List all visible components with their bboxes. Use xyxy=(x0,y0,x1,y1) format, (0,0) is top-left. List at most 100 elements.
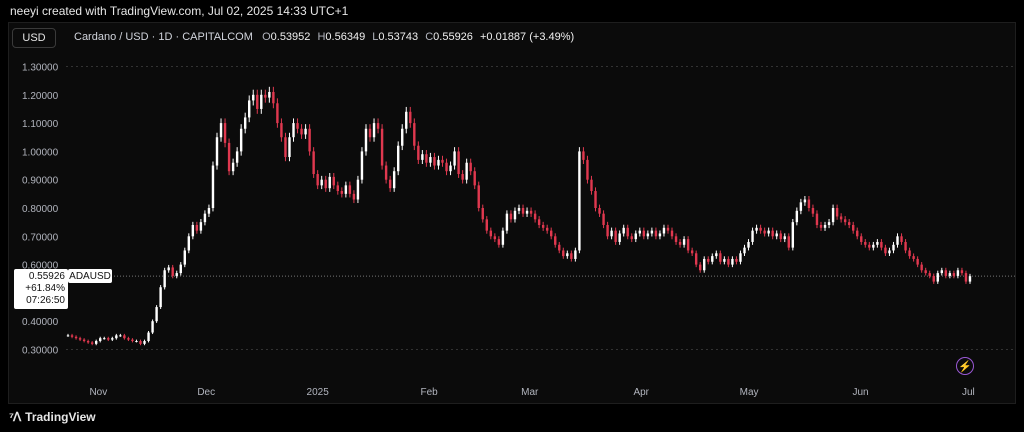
candle-body xyxy=(127,338,130,340)
candle-body xyxy=(103,338,106,340)
candle-body xyxy=(570,253,573,259)
change-value: +0.01887 (+3.49%) xyxy=(479,31,575,43)
candle-body xyxy=(642,230,646,237)
candle-body xyxy=(807,199,811,208)
candle-body xyxy=(107,338,110,340)
candle-body xyxy=(815,213,819,225)
candle-body xyxy=(276,103,279,124)
candle-body xyxy=(429,157,432,163)
candle-body xyxy=(252,94,255,101)
high-label: H xyxy=(317,31,326,43)
candle-body xyxy=(364,128,368,152)
candle-body xyxy=(533,213,537,220)
candle-body xyxy=(159,287,162,308)
high-value: 0.56349 xyxy=(325,31,366,43)
candle-body xyxy=(441,159,444,163)
candle-body xyxy=(574,250,577,259)
candle-body xyxy=(711,256,714,262)
candle-body xyxy=(425,154,428,163)
candle-body xyxy=(872,244,875,248)
candle-body xyxy=(783,236,786,240)
tradingview-logo-icon: ⁷ᐱ xyxy=(9,410,21,424)
candle-body xyxy=(896,236,899,245)
candle-body xyxy=(948,273,952,276)
candle-body xyxy=(626,227,629,237)
candle-body xyxy=(82,339,86,342)
tradingview-brand[interactable]: ⁷ᐱ TradingView xyxy=(9,410,96,424)
candle-body xyxy=(489,230,493,237)
candle-body xyxy=(719,253,722,262)
close-value: 0.55926 xyxy=(433,31,473,43)
candle-body xyxy=(437,159,440,166)
candle-body xyxy=(380,128,384,166)
candle-body xyxy=(847,222,851,225)
x-tick-label: May xyxy=(740,387,759,398)
candle-body xyxy=(509,213,513,220)
candle-body xyxy=(694,253,698,265)
candle-body xyxy=(916,258,919,265)
candle-body xyxy=(223,123,227,143)
candle-body xyxy=(135,341,138,343)
candle-body xyxy=(517,208,521,211)
candle-body xyxy=(779,233,782,240)
x-tick-label: Nov xyxy=(89,387,107,398)
candle-body xyxy=(924,270,927,274)
candle-body xyxy=(449,165,452,172)
candle-body xyxy=(529,210,533,214)
bar-countdown: 07:26:50 xyxy=(26,295,65,306)
candle-body xyxy=(727,258,730,265)
currency-button[interactable]: USD xyxy=(12,28,56,48)
candle-body xyxy=(388,179,392,189)
x-tick-label: 2025 xyxy=(307,387,330,398)
candle-body xyxy=(348,185,352,194)
candle-body xyxy=(191,224,195,237)
low-label: L xyxy=(372,31,379,43)
low-value: 0.53743 xyxy=(378,31,419,43)
lightning-icon[interactable]: ⚡ xyxy=(956,357,974,375)
candle-body xyxy=(260,94,263,109)
candle-body xyxy=(960,270,964,274)
candle-body xyxy=(662,227,666,234)
candle-body xyxy=(763,230,766,234)
candle-body xyxy=(66,335,70,337)
candle-body xyxy=(392,171,396,189)
y-tick-label: 0.60000 xyxy=(22,261,59,272)
candle-body xyxy=(932,275,935,282)
candle-body xyxy=(195,224,199,231)
x-tick-label: Feb xyxy=(421,387,439,398)
candle-body xyxy=(759,227,762,231)
candle-body xyxy=(944,270,948,276)
candle-body xyxy=(316,174,319,186)
candle-body xyxy=(457,151,460,175)
candle-body xyxy=(453,151,456,166)
candle-body xyxy=(666,227,670,231)
candle-body xyxy=(304,128,307,135)
candle-body xyxy=(550,230,553,237)
candle-body xyxy=(755,227,758,231)
candle-body xyxy=(284,137,287,158)
candle-body xyxy=(256,94,259,109)
candle-body xyxy=(481,208,484,220)
candle-body xyxy=(171,267,174,276)
candle-body xyxy=(566,253,569,257)
candle-body xyxy=(268,91,271,98)
candle-body xyxy=(964,273,968,282)
candle-body xyxy=(344,185,348,194)
candle-body xyxy=(521,208,525,214)
x-tick-label: Jun xyxy=(852,387,868,398)
candle-body xyxy=(525,210,529,214)
candle-body xyxy=(928,273,931,276)
candle-body xyxy=(163,270,166,288)
symbol-legend: Cardano / USD · 1D · CAPITALCOM O0.53952… xyxy=(74,31,574,43)
candle-body xyxy=(582,151,585,160)
candle-body xyxy=(243,117,247,129)
candle-body xyxy=(469,162,472,172)
candle-body xyxy=(151,321,154,333)
candle-body xyxy=(787,236,790,248)
candle-body xyxy=(912,256,915,259)
candle-body xyxy=(147,332,150,342)
candle-body xyxy=(308,128,311,152)
candle-body xyxy=(360,151,364,180)
candle-body xyxy=(248,100,251,118)
